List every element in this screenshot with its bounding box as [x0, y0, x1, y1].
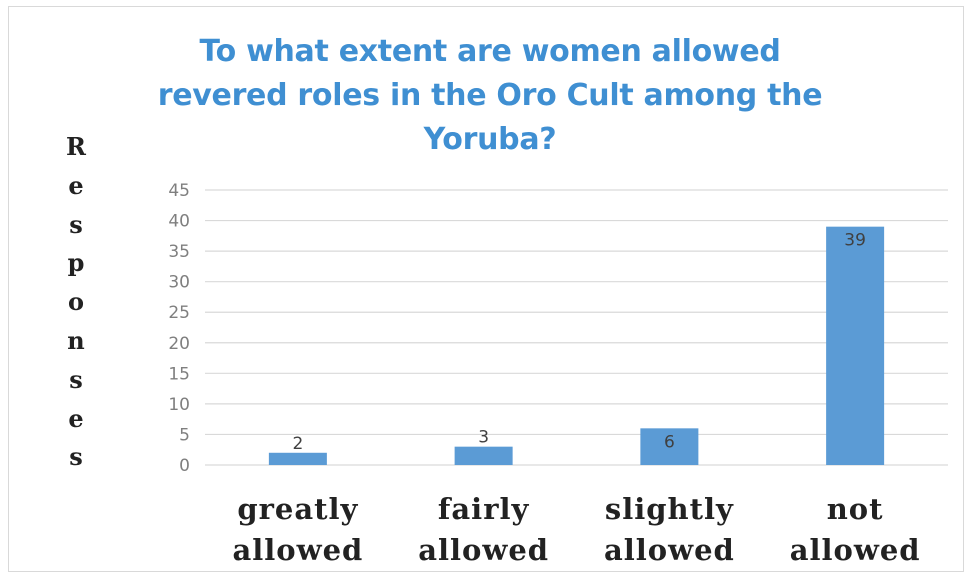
y-axis-label-letter: o: [67, 287, 84, 317]
y-tick-label: 45: [168, 181, 190, 201]
y-axis-label-letter: s: [69, 209, 83, 239]
bar: [454, 446, 513, 465]
y-tick-label: 5: [179, 425, 190, 445]
y-tick-label: 35: [168, 242, 190, 262]
y-axis-label-letter: s: [69, 442, 83, 472]
chart-title-line-1: To what extent are women allowed: [199, 34, 781, 69]
x-tick-label: fairly: [438, 492, 530, 526]
x-tick-label: allowed: [790, 533, 921, 567]
bar: [640, 428, 699, 465]
y-axis-label-letter: p: [67, 248, 85, 278]
x-tick-label: allowed: [604, 533, 735, 567]
y-axis-label-letter: e: [68, 170, 84, 200]
bar: [826, 226, 885, 465]
y-tick-label: 25: [168, 303, 190, 323]
x-tick-label: allowed: [232, 533, 363, 567]
bar: [268, 452, 327, 465]
y-tick-label: 15: [168, 364, 190, 384]
y-tick-label: 30: [168, 273, 190, 293]
chart-title-line-2: revered roles in the Oro Cult among the: [157, 78, 823, 113]
chart-frame: [8, 6, 964, 572]
y-tick-label: 20: [168, 334, 190, 354]
y-axis-label-letter: n: [67, 325, 85, 355]
data-label: 2: [292, 434, 303, 454]
data-label: 6: [664, 432, 675, 452]
y-tick-label: 10: [168, 395, 190, 415]
y-axis-label-letter: R: [66, 132, 86, 161]
y-tick-label: 0: [179, 456, 190, 476]
x-tick-label: allowed: [418, 533, 549, 567]
y-axis-label-letter: s: [69, 364, 83, 394]
x-tick-label: not: [827, 492, 884, 526]
y-axis-label-letter: e: [68, 403, 84, 433]
data-label: 39: [844, 231, 866, 251]
chart-title-line-3: Yoruba?: [423, 122, 557, 157]
data-label: 3: [478, 428, 489, 448]
y-tick-label: 40: [168, 212, 190, 232]
x-tick-label: greatly: [237, 492, 358, 526]
x-tick-label: slightly: [605, 492, 734, 526]
chart-title: To what extent are women allowed revered…: [110, 30, 870, 162]
